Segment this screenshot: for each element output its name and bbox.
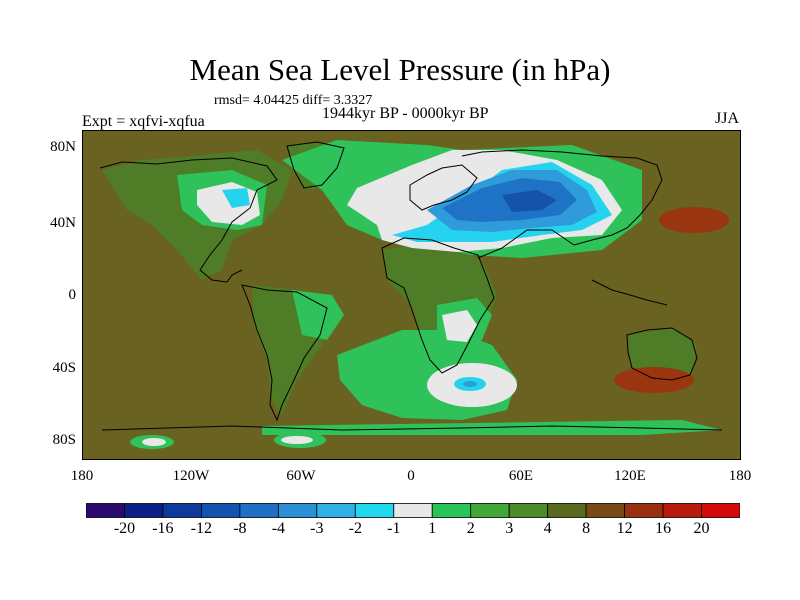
latitude-label: 80N [50,139,76,155]
longitude-label: 120W [172,468,210,484]
time-period: 1944kyr BP - 0000kyr BP [322,105,489,122]
colorbar-label: -4 [271,520,286,537]
season-label: JJA [715,110,740,127]
colorbar-box [239,503,279,518]
experiment-label: Expt = xqfvi-xqfua [82,113,205,130]
colorbar [86,503,740,518]
colorbar-label: -12 [190,520,213,537]
colorbar-label: 12 [616,520,633,537]
positive-anomaly-regions [614,207,729,393]
australia-shading [627,328,697,380]
longitude-label: 180 [728,468,752,484]
colorbar-label: 2 [466,520,475,537]
colorbar-box [277,503,318,518]
longitude-label: 60E [508,468,534,484]
colorbar-label: 20 [693,520,710,537]
colorbar-box [201,503,241,518]
latitude-label: 0 [68,287,77,303]
colorbar-box [701,503,740,518]
longitude-label: 120E [614,468,646,484]
pressure-anomaly-map [82,130,741,460]
longitude-label: 180 [70,468,94,484]
latitude-label: 40S [52,360,76,376]
colorbar-box [470,503,510,518]
colorbar-box [624,503,664,518]
rmsd-diff-stats: rmsd= 4.04425 diff= 3.3327 [214,93,373,108]
colorbar-label: 4 [543,520,552,537]
map-title: Mean Sea Level Pressure (in hPa) [189,52,611,87]
colorbar-label: 1 [428,520,437,537]
colorbar-label: -8 [233,520,247,537]
colorbar-label: 3 [505,520,514,537]
negative-anomaly-regions [222,162,612,391]
colorbar-label: -16 [152,520,174,537]
map-frame [82,130,741,460]
colorbar-box [585,503,625,518]
colorbar-box [124,503,164,518]
colorbar-label: 8 [582,520,591,537]
colorbar-box [162,503,202,518]
colorbar-box [316,503,356,518]
colorbar-label: 16 [655,520,672,537]
colorbar-box [354,503,395,518]
colorbar-box [547,503,587,518]
colorbar-label: -3 [310,520,324,537]
colorbar-label: -20 [113,520,136,537]
colorbar-label: -2 [348,520,362,537]
colorbar-box [508,503,549,518]
colorbar-box [393,503,433,518]
colorbar-box [431,503,472,518]
longitude-label: 0 [407,468,415,484]
colorbar-box [662,503,702,518]
colorbar-box [86,503,125,518]
longitude-label: 60W [286,468,316,484]
colorbar-label: -1 [387,520,401,537]
latitude-label: 40N [50,215,76,231]
coastlines [99,141,723,431]
latitude-label: 80S [52,432,76,448]
